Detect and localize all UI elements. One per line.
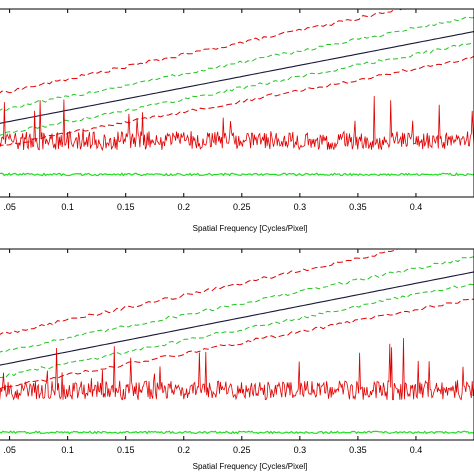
baseline-line	[0, 172, 474, 177]
axes-frame	[0, 248, 474, 441]
top-spectrum-panel: .05 0.1 0.15 0.2 0.25 0.3 0.35 0.4 Spatial Frequ…	[0, 8, 474, 233]
plot-area	[0, 249, 474, 435]
bottom-spectrum-panel: .05 0.1 0.15 0.2 0.25 0.3 0.35 0.4 Spatial Frequ…	[0, 248, 474, 471]
x-tick-label: 0.1	[61, 202, 74, 212]
x-tick-label: 0.1	[61, 445, 74, 455]
x-tick-label: 0.3	[294, 445, 307, 455]
plot-area	[0, 9, 474, 177]
x-tick-label: 0.4	[410, 202, 423, 212]
trend-line	[0, 31, 474, 124]
x-tick-label: .05	[3, 445, 16, 455]
outer-band-upper-line	[0, 249, 400, 335]
x-tick-label: 0.2	[177, 445, 190, 455]
outer-band-upper-line	[0, 9, 412, 94]
signal-line	[0, 95, 474, 152]
inner-band-upper-line	[0, 256, 474, 353]
baseline-line	[0, 430, 474, 435]
x-tick-label: 0.2	[177, 202, 190, 212]
axes-frame	[0, 8, 474, 198]
outer-band-lower-line	[0, 298, 474, 390]
x-tick-label: 0.25	[233, 445, 251, 455]
outer-band-lower-line	[0, 55, 474, 147]
signal-line	[0, 337, 474, 401]
x-tick-label: 0.3	[294, 202, 307, 212]
inner-band-upper-line	[0, 16, 474, 112]
x-tick-label: 0.15	[117, 202, 135, 212]
trend-line	[0, 271, 474, 366]
x-tick-label: 0.15	[117, 445, 135, 455]
x-tick-label: .05	[3, 202, 16, 212]
x-tick-label: 0.25	[233, 202, 251, 212]
inner-band-lower-line	[0, 41, 474, 136]
x-tick-label: 0.4	[410, 445, 423, 455]
inner-band-lower-line	[0, 283, 474, 379]
x-tick-label: 0.35	[349, 202, 367, 212]
x-tick-label: 0.35	[349, 445, 367, 455]
x-axis-label: Spatial Frequency [Cycles/Pixel]	[193, 462, 308, 471]
x-axis-label: Spatial Frequency [Cycles/Pixel]	[193, 224, 308, 233]
